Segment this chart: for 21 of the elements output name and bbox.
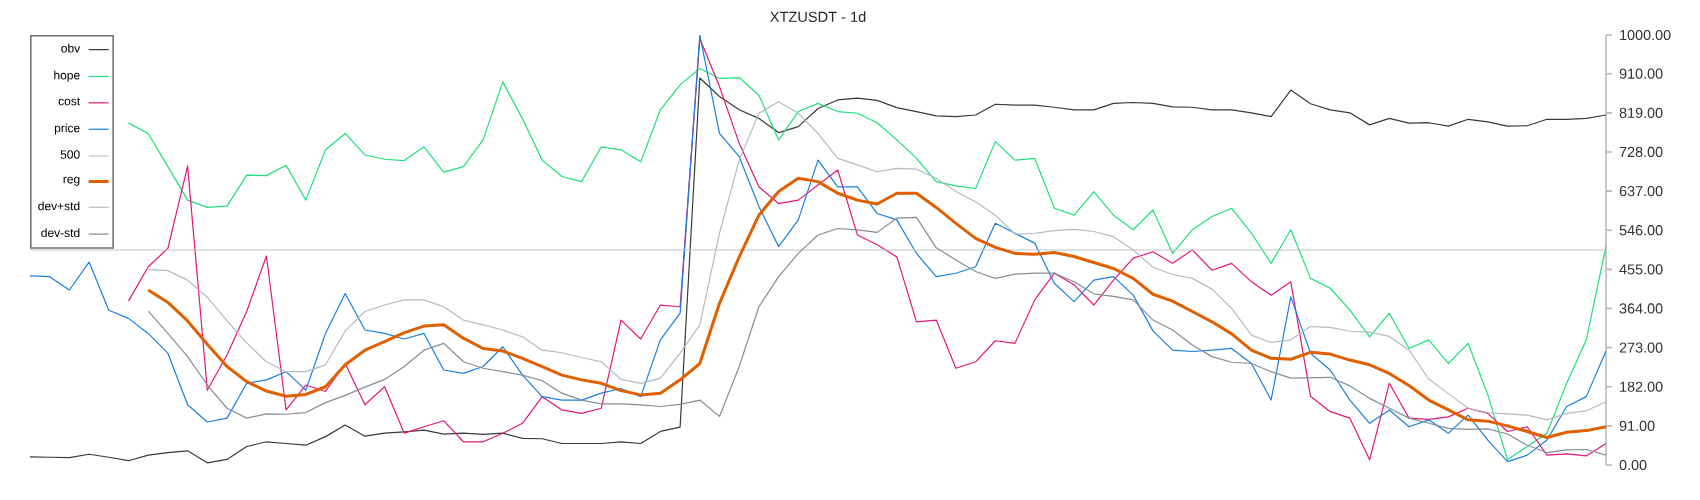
- y-tick-label: 182.00: [1620, 381, 1663, 392]
- y-tick-label: 1000.00: [1620, 29, 1671, 41]
- legend-label: price: [54, 123, 80, 135]
- legend-label: hope: [54, 70, 80, 82]
- y-tick-label: 91.00: [1619, 420, 1655, 431]
- legend-label: cost: [58, 97, 81, 106]
- y-tick-label: 819.00: [1619, 107, 1663, 118]
- y-tick-label: 910.00: [1619, 68, 1663, 79]
- y-tick-label: 455.00: [1619, 264, 1663, 275]
- y-tick-label: 273.00: [1619, 342, 1663, 353]
- y-tick-label: 364.00: [1619, 303, 1663, 314]
- y-tick-label: 728.00: [1619, 146, 1663, 158]
- chart-title: XTZUSDT - 1d: [770, 11, 866, 23]
- y-tick-label: 637.00: [1619, 185, 1663, 197]
- y-tick-label: 546.00: [1619, 225, 1663, 236]
- y-tick-label: 0.00: [1619, 459, 1647, 471]
- legend-label: 500: [60, 150, 80, 159]
- legend-label: reg: [63, 176, 80, 186]
- legend-label: obv: [61, 43, 81, 53]
- legend-label: dev-std: [41, 228, 80, 238]
- legend-label: dev+std: [38, 201, 80, 211]
